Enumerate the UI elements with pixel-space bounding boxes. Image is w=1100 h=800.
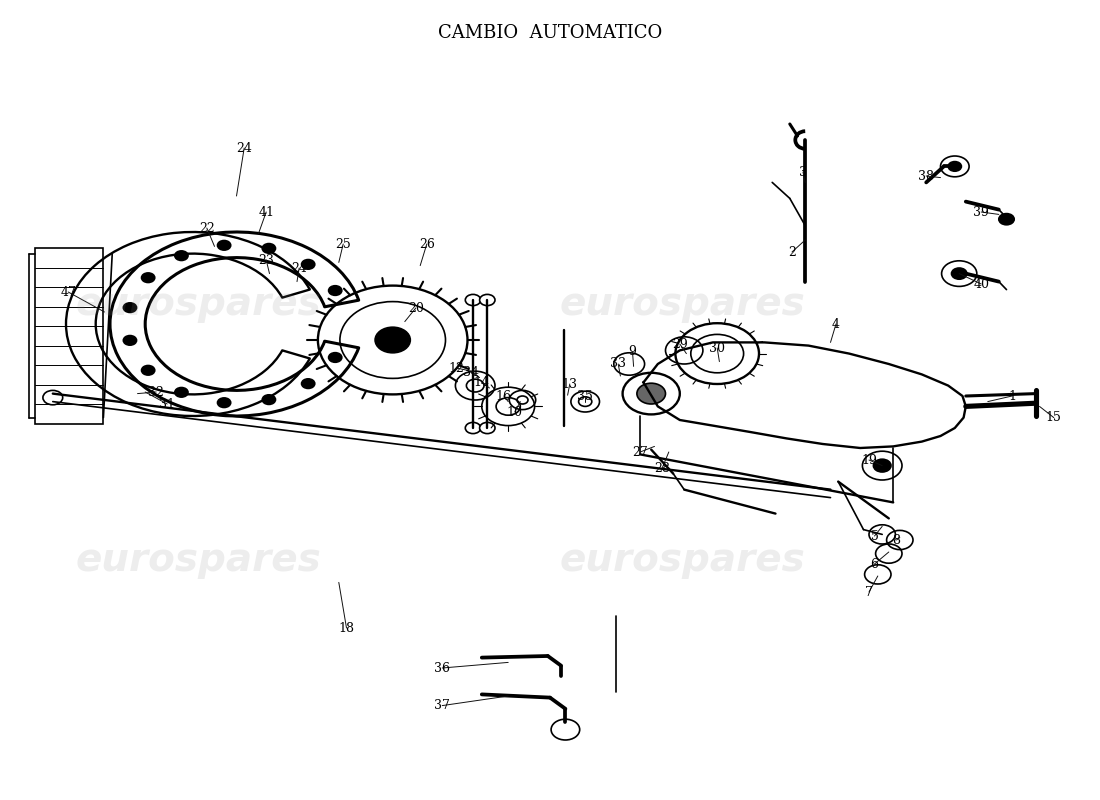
Text: 35: 35: [578, 390, 593, 402]
Circle shape: [952, 268, 967, 279]
Circle shape: [465, 422, 481, 434]
Text: 41: 41: [258, 206, 274, 218]
Text: 37: 37: [434, 699, 450, 712]
Text: 14: 14: [474, 376, 490, 389]
Text: CAMBIO  AUTOMATICO: CAMBIO AUTOMATICO: [438, 24, 662, 42]
Circle shape: [301, 379, 315, 389]
Circle shape: [465, 294, 481, 306]
Text: 9: 9: [628, 346, 637, 358]
Text: 31: 31: [160, 398, 175, 410]
Circle shape: [175, 387, 188, 397]
Circle shape: [948, 162, 961, 171]
Text: 34: 34: [463, 366, 478, 378]
Text: 16: 16: [496, 390, 512, 402]
Text: eurospares: eurospares: [559, 541, 805, 579]
Circle shape: [218, 241, 231, 250]
Circle shape: [375, 327, 410, 353]
Text: eurospares: eurospares: [559, 285, 805, 323]
Circle shape: [123, 303, 136, 313]
Circle shape: [142, 273, 155, 282]
Text: 32: 32: [148, 386, 164, 398]
Text: 1: 1: [1008, 390, 1016, 402]
Circle shape: [262, 395, 275, 405]
Text: 36: 36: [434, 662, 450, 674]
Text: 22: 22: [199, 222, 214, 234]
Text: 4: 4: [832, 318, 840, 330]
Circle shape: [218, 398, 231, 407]
Text: 39: 39: [974, 206, 989, 218]
Text: 13: 13: [562, 378, 578, 390]
Text: 27: 27: [632, 446, 648, 458]
Text: 2: 2: [788, 246, 796, 258]
Text: 24: 24: [292, 262, 307, 274]
Text: 8: 8: [892, 534, 901, 546]
Circle shape: [329, 353, 342, 362]
Text: 29: 29: [672, 338, 688, 350]
Circle shape: [175, 251, 188, 261]
Text: 38: 38: [918, 170, 934, 182]
Text: 24: 24: [236, 142, 252, 154]
Text: 7: 7: [865, 586, 873, 598]
Text: 33: 33: [610, 358, 626, 370]
Circle shape: [123, 335, 136, 345]
Text: 47: 47: [60, 286, 76, 298]
Text: 15: 15: [1046, 411, 1062, 424]
Text: 23: 23: [258, 254, 274, 266]
Text: eurospares: eurospares: [75, 541, 321, 579]
Circle shape: [999, 214, 1014, 225]
Text: 25: 25: [336, 238, 351, 250]
Text: 5: 5: [870, 530, 879, 542]
Text: 12: 12: [449, 362, 464, 374]
Text: 20: 20: [408, 302, 424, 314]
Text: 3: 3: [799, 166, 807, 178]
Text: 19: 19: [861, 454, 877, 466]
Text: 6: 6: [870, 558, 879, 570]
Circle shape: [637, 383, 666, 404]
Circle shape: [329, 286, 342, 295]
Circle shape: [142, 366, 155, 375]
Text: 26: 26: [419, 238, 435, 250]
Text: eurospares: eurospares: [75, 285, 321, 323]
Text: 28: 28: [654, 462, 670, 474]
Circle shape: [480, 422, 495, 434]
Text: 10: 10: [507, 406, 522, 418]
Circle shape: [262, 243, 275, 253]
Bar: [35, 248, 103, 424]
Circle shape: [480, 294, 495, 306]
Text: 40: 40: [974, 278, 989, 290]
Circle shape: [301, 259, 315, 269]
Text: 18: 18: [339, 622, 354, 634]
Circle shape: [873, 459, 891, 472]
Text: 30: 30: [710, 342, 725, 354]
